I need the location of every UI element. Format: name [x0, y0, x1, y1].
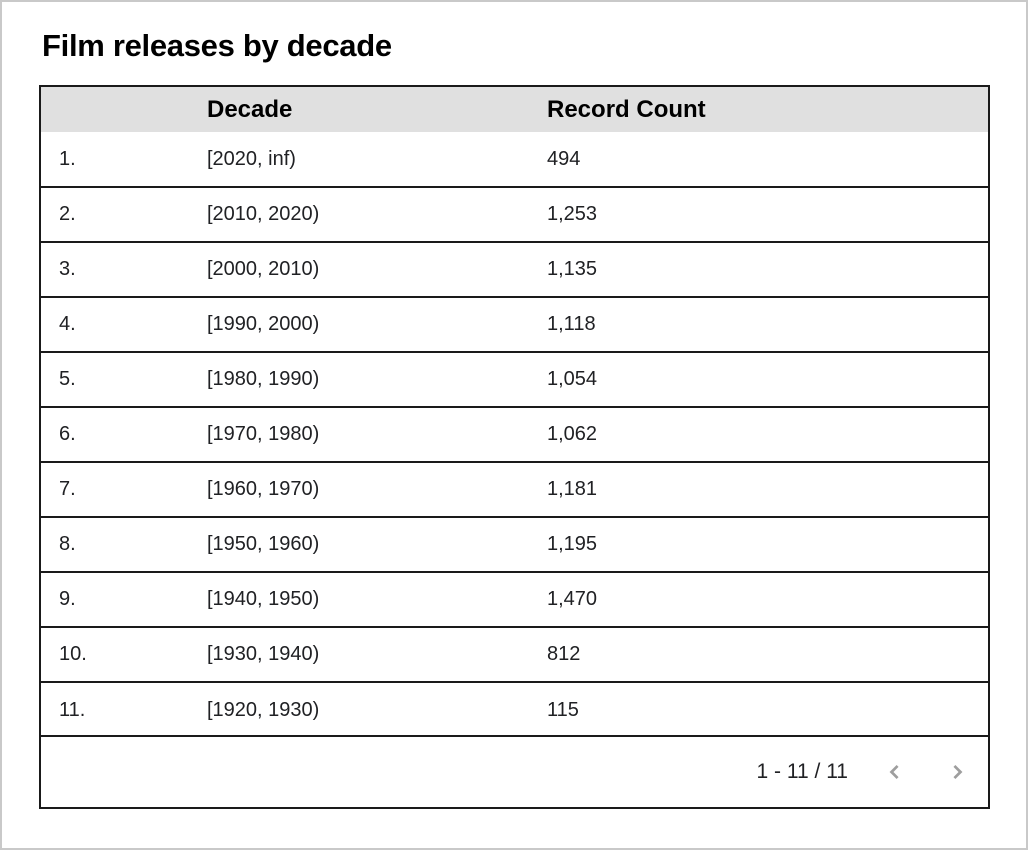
- row-number-cell: 11.: [41, 681, 207, 737]
- count-cell: 1,195: [547, 516, 988, 572]
- column-header-decade[interactable]: Decade: [207, 87, 547, 132]
- column-header-row-number: [41, 87, 207, 132]
- row-number-cell: 4.: [41, 296, 207, 352]
- table-row: 5. [1980, 1990) 1,054: [41, 351, 988, 407]
- row-number-cell: 3.: [41, 241, 207, 297]
- decade-cell: [1920, 1930): [207, 681, 547, 737]
- count-cell: 1,054: [547, 351, 988, 407]
- table-row: 2. [2010, 2020) 1,253: [41, 186, 988, 242]
- chevron-right-icon: [946, 761, 968, 783]
- row-number-cell: 5.: [41, 351, 207, 407]
- count-cell: 1,062: [547, 406, 988, 462]
- decade-cell: [1960, 1970): [207, 461, 547, 517]
- decade-cell: [1990, 2000): [207, 296, 547, 352]
- decade-cell: [1940, 1950): [207, 571, 547, 627]
- row-number-cell: 10.: [41, 626, 207, 682]
- table-chart-widget: Decade Record Count 1. [2020, inf) 494 2…: [39, 85, 990, 809]
- decade-cell: [1950, 1960): [207, 516, 547, 572]
- row-number-cell: 9.: [41, 571, 207, 627]
- decade-cell: [1980, 1990): [207, 351, 547, 407]
- count-cell: 1,470: [547, 571, 988, 627]
- decade-cell: [2020, inf): [207, 147, 296, 170]
- row-number-cell: 7.: [41, 461, 207, 517]
- count-cell: 494: [547, 147, 581, 170]
- count-cell: 1,118: [547, 296, 988, 352]
- pagination-prev-button[interactable]: [882, 759, 908, 785]
- decade-cell: [2010, 2020): [207, 186, 547, 242]
- table-row: 11. [1920, 1930) 115: [41, 681, 988, 737]
- count-cell: 115: [547, 681, 988, 737]
- row-number-cell: 6.: [41, 406, 207, 462]
- pagination-bar: 1 - 11 / 11: [41, 735, 988, 807]
- decade-cell: [1970, 1980): [207, 406, 547, 462]
- page-title: Film releases by decade: [42, 28, 392, 63]
- data-table: Decade Record Count 1. [2020, inf) 494 2…: [41, 87, 988, 737]
- table-row: 9. [1940, 1950) 1,470: [41, 571, 988, 627]
- count-cell: 1,181: [547, 461, 988, 517]
- decade-cell: [1930, 1940): [207, 626, 547, 682]
- count-cell: 1,253: [547, 186, 988, 242]
- table-row: 1. [2020, inf) 494: [41, 132, 988, 187]
- table-header-row: Decade Record Count: [41, 87, 988, 132]
- table-row: 8. [1950, 1960) 1,195: [41, 516, 988, 572]
- table-row: 4. [1990, 2000) 1,118: [41, 296, 988, 352]
- row-number-cell: 1.: [59, 147, 76, 170]
- pagination-range-label: 1 - 11 / 11: [756, 760, 848, 783]
- decade-cell: [2000, 2010): [207, 241, 547, 297]
- table-row: 10. [1930, 1940) 812: [41, 626, 988, 682]
- count-cell: 1,135: [547, 241, 988, 297]
- pagination-next-button[interactable]: [944, 759, 970, 785]
- table-row: 3. [2000, 2010) 1,135: [41, 241, 988, 297]
- count-cell: 812: [547, 626, 988, 682]
- row-number-cell: 2.: [41, 186, 207, 242]
- chevron-left-icon: [884, 761, 906, 783]
- table-row: 6. [1970, 1980) 1,062: [41, 406, 988, 462]
- row-number-cell: 8.: [41, 516, 207, 572]
- column-header-record-count[interactable]: Record Count: [547, 87, 988, 132]
- table-row: 7. [1960, 1970) 1,181: [41, 461, 988, 517]
